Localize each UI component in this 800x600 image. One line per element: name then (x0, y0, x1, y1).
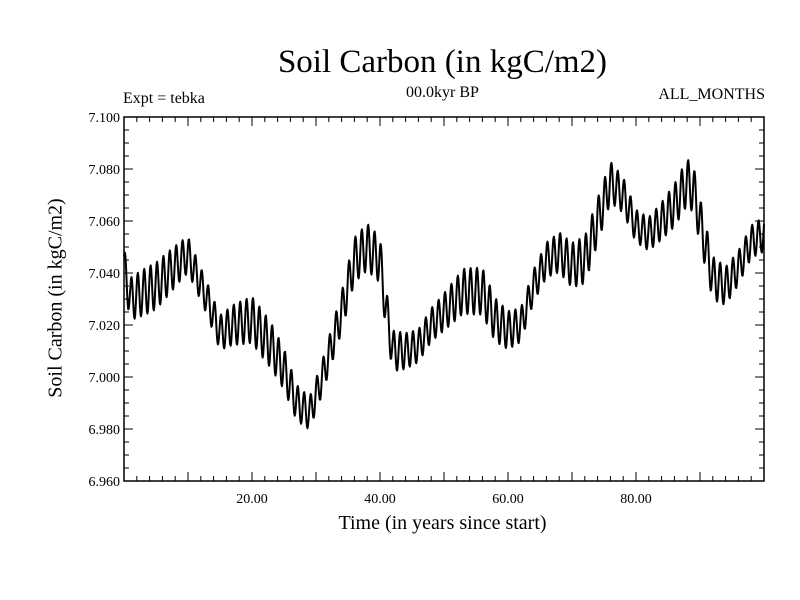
y-tick-label: 7.000 (89, 371, 121, 386)
x-tick-label: 40.00 (364, 492, 396, 507)
y-tick-label: 7.080 (89, 163, 121, 178)
chart-title: Soil Carbon (in kgC/m2) (277, 44, 608, 80)
experiment-label: Expt = tebka (123, 90, 205, 107)
y-tick-label: 7.060 (89, 215, 121, 230)
series-line (123, 159, 765, 430)
y-tick-label: 7.100 (89, 111, 121, 126)
chart-subtitle: 00.0kyr BP (406, 84, 479, 101)
period-label: ALL_MONTHS (658, 86, 765, 103)
y-tick-label: 7.020 (89, 319, 121, 334)
y-tick-label: 6.980 (89, 423, 121, 438)
y-tick-label: 6.960 (89, 475, 121, 490)
x-tick-label: 60.00 (492, 492, 524, 507)
x-axis-label: Time (in years since start) (338, 512, 547, 534)
x-tick-label: 80.00 (620, 492, 652, 507)
plot-frame (123, 116, 765, 482)
y-tick-label: 7.040 (89, 267, 121, 282)
x-tick-label: 20.00 (236, 492, 268, 507)
